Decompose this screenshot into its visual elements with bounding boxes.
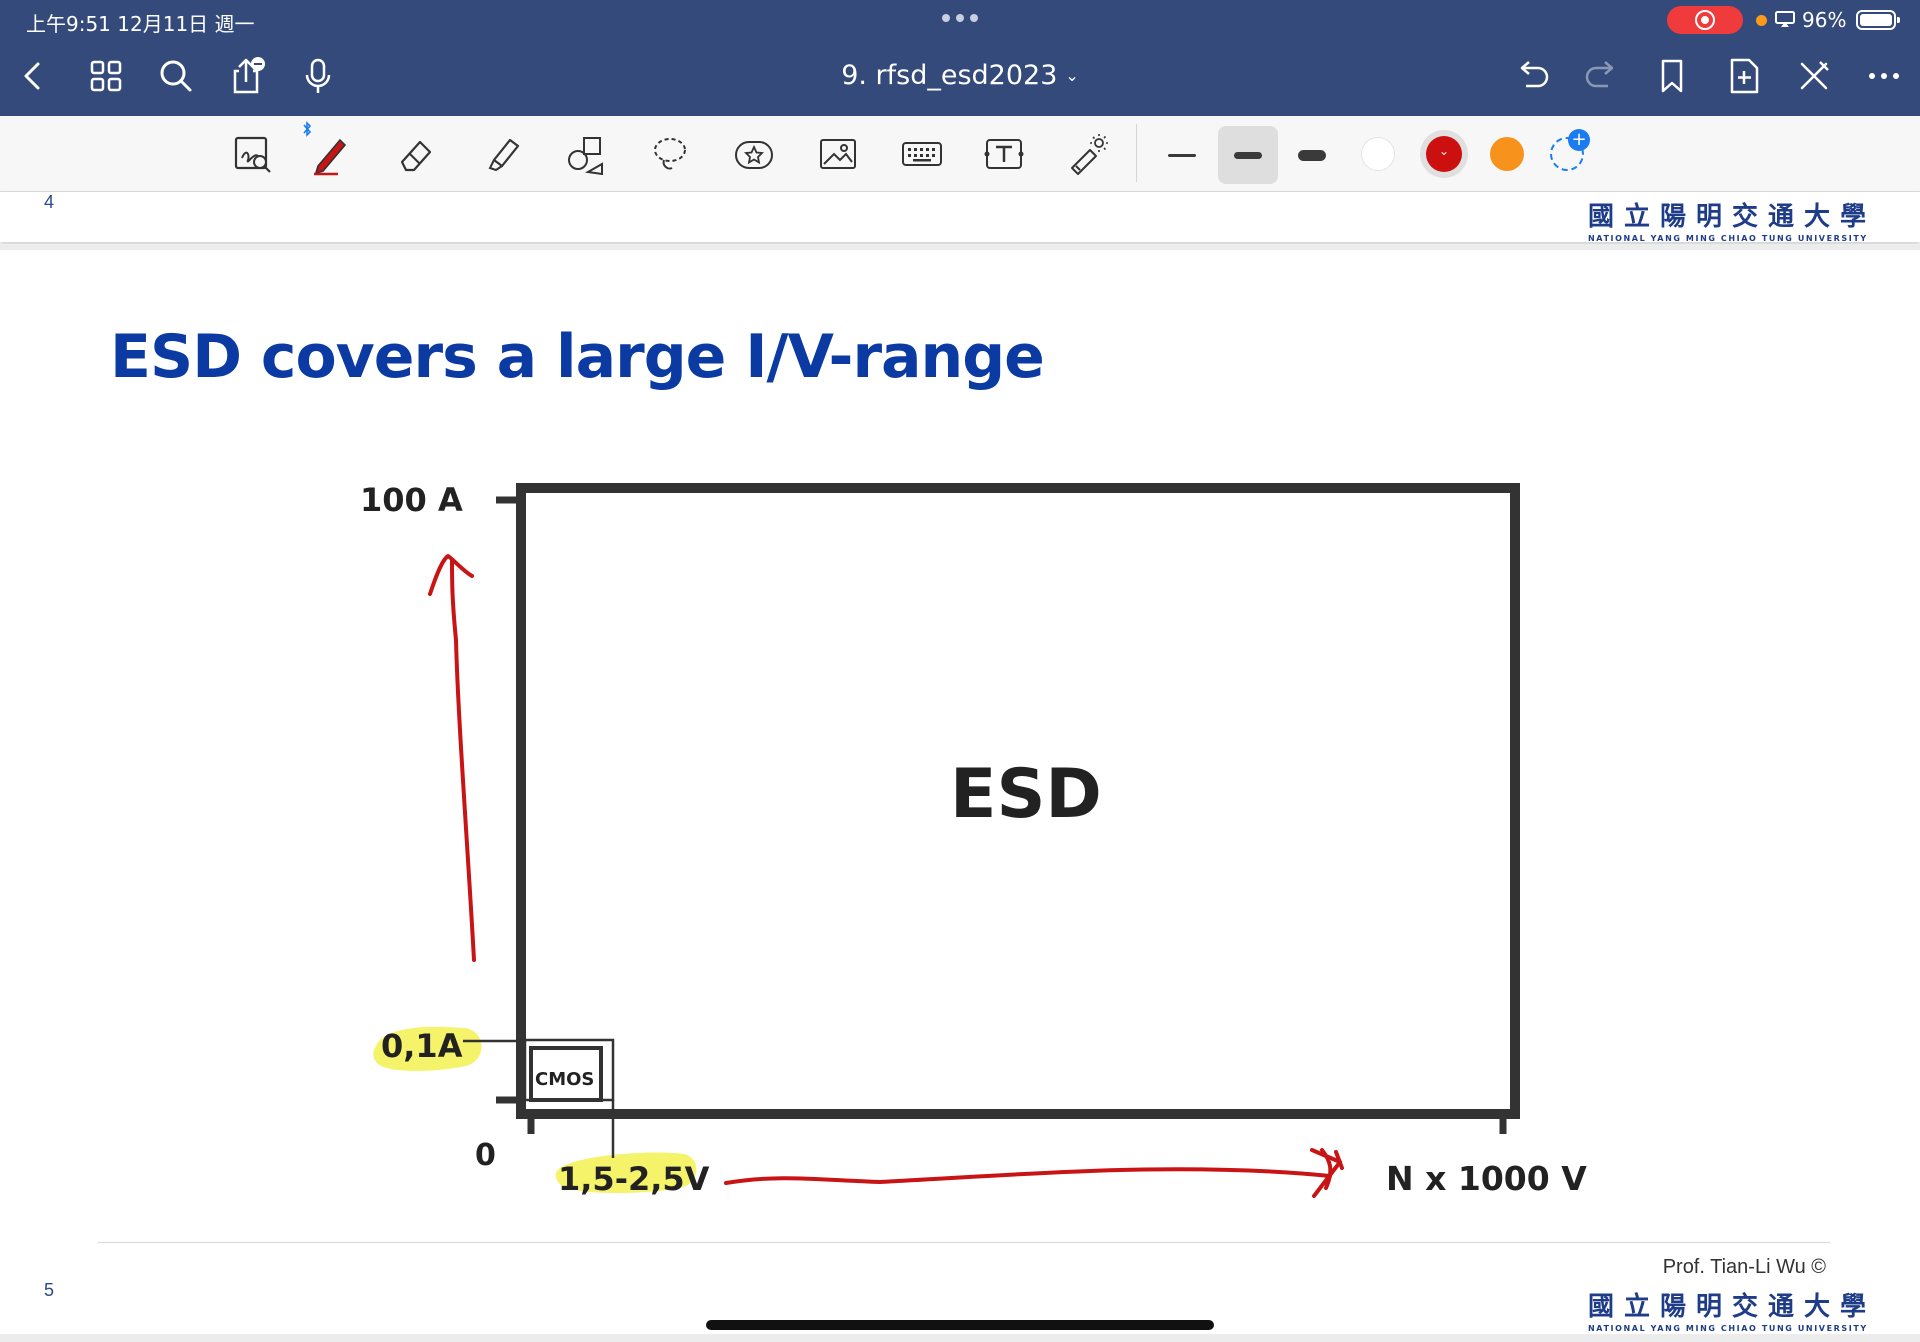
close-tools-icon[interactable] [1794, 56, 1834, 96]
color-orange-swatch[interactable] [1490, 137, 1524, 171]
zoom-lasso-icon[interactable] [226, 128, 278, 180]
share-icon[interactable] [226, 56, 266, 96]
multitasking-dots-icon[interactable] [942, 14, 978, 24]
sticker-icon[interactable] [728, 128, 780, 180]
red-arrow-horizontal [724, 1167, 1332, 1185]
screen-recording-icon[interactable] [1667, 6, 1743, 34]
microphone-indicator-icon [1756, 15, 1767, 26]
university-logo-bottom: 國立陽明交通大學 NATIONAL YANG MING CHIAO TUNG U… [1588, 1286, 1877, 1333]
page-gap [0, 244, 1920, 250]
author-credit: Prof. Tian-Li Wu © [1662, 1256, 1826, 1278]
esd-box [516, 483, 1520, 1119]
cmos-box-outer [523, 1038, 615, 1102]
drawing-toolbar [0, 116, 1920, 192]
red-arrow-vertical [450, 558, 476, 962]
plus-icon: + [1568, 129, 1590, 151]
battery-icon [1856, 10, 1900, 30]
stroke-medium-option[interactable] [1218, 126, 1278, 184]
university-logo-top: 國立陽明交通大學 NATIONAL YANG MING CHIAO TUNG U… [1588, 196, 1877, 243]
cmos-box-inner [529, 1046, 603, 1102]
label-voltage: 1,5-2,5V [558, 1160, 710, 1198]
keyboard-icon[interactable] [896, 128, 948, 180]
undo-icon[interactable] [1512, 56, 1552, 96]
highlight-01a [373, 1026, 482, 1071]
label-100a: 100 A [360, 481, 463, 519]
search-icon[interactable] [156, 56, 196, 96]
chevron-down-icon: ⌄ [1065, 66, 1079, 85]
page-bottom-edge [0, 1334, 1920, 1342]
slide-page-number: 5 [44, 1280, 55, 1300]
microphone-icon[interactable] [298, 56, 338, 96]
logo-chinese-text: 國立陽明交通大學 [1588, 202, 1877, 232]
label-zero: 0 [475, 1138, 496, 1173]
red-arrowhead-up [428, 554, 474, 596]
toolbar-divider [1136, 124, 1137, 182]
chevron-down-icon: ⌄ [1438, 144, 1450, 158]
red-arrowhead-right [1310, 1148, 1344, 1198]
logo-english-text: NATIONAL YANG MING CHIAO TUNG UNIVERSITY [1588, 1324, 1868, 1333]
document-title[interactable]: 9. rfsd_esd2023 ⌄ [760, 60, 1160, 91]
add-page-icon[interactable] [1724, 56, 1764, 96]
back-icon[interactable] [14, 56, 54, 96]
color-white-swatch[interactable] [1361, 137, 1395, 171]
bluetooth-icon [302, 120, 312, 138]
label-01a: 0,1A [381, 1027, 463, 1065]
pen-icon[interactable] [304, 128, 356, 180]
cmos-label: CMOS [535, 1069, 594, 1090]
lasso-icon[interactable] [644, 128, 696, 180]
grid-icon[interactable] [86, 56, 126, 96]
previous-page: 4 國立陽明交通大學 NATIONAL YANG MING CHIAO TUNG… [0, 192, 1920, 243]
highlight-voltage [555, 1152, 697, 1193]
battery-percent: 96% [1802, 8, 1847, 32]
laser-pointer-icon[interactable] [1062, 128, 1114, 180]
status-time-date: 上午9:51 12月11日 週一 [26, 12, 255, 36]
stroke-thin-option[interactable] [1152, 126, 1212, 184]
label-nkv: N x 1000 V [1386, 1159, 1587, 1198]
add-color-button[interactable]: + [1550, 129, 1590, 171]
previous-page-number: 4 [44, 192, 55, 212]
screen-mirroring-icon [1775, 11, 1795, 27]
slide-footer-divider [98, 1242, 1830, 1243]
home-indicator[interactable] [706, 1320, 1214, 1330]
eraser-icon[interactable] [390, 128, 442, 180]
slide-title: ESD covers a large I/V-range [110, 322, 1045, 392]
document-title-text: 9. rfsd_esd2023 [841, 60, 1058, 91]
stroke-thick-option[interactable] [1282, 126, 1342, 184]
text-box-icon[interactable] [978, 128, 1030, 180]
logo-chinese-text: 國立陽明交通大學 [1588, 1292, 1877, 1322]
bookmark-icon[interactable] [1652, 56, 1692, 96]
esd-box-label: ESD [950, 755, 1102, 834]
top-navigation-bar: 上午9:51 12月11日 週一 96% 9. rfsd_esd2023 ⌄ [0, 0, 1920, 116]
redo-icon[interactable] [1582, 56, 1622, 96]
shapes-icon[interactable] [560, 128, 612, 180]
logo-english-text: NATIONAL YANG MING CHIAO TUNG UNIVERSITY [1588, 234, 1868, 243]
more-icon[interactable] [1864, 56, 1904, 96]
highlighter-icon[interactable] [476, 128, 528, 180]
image-icon[interactable] [812, 128, 864, 180]
color-red-swatch[interactable]: ⌄ [1420, 130, 1468, 178]
color-red-fill [1426, 136, 1462, 172]
